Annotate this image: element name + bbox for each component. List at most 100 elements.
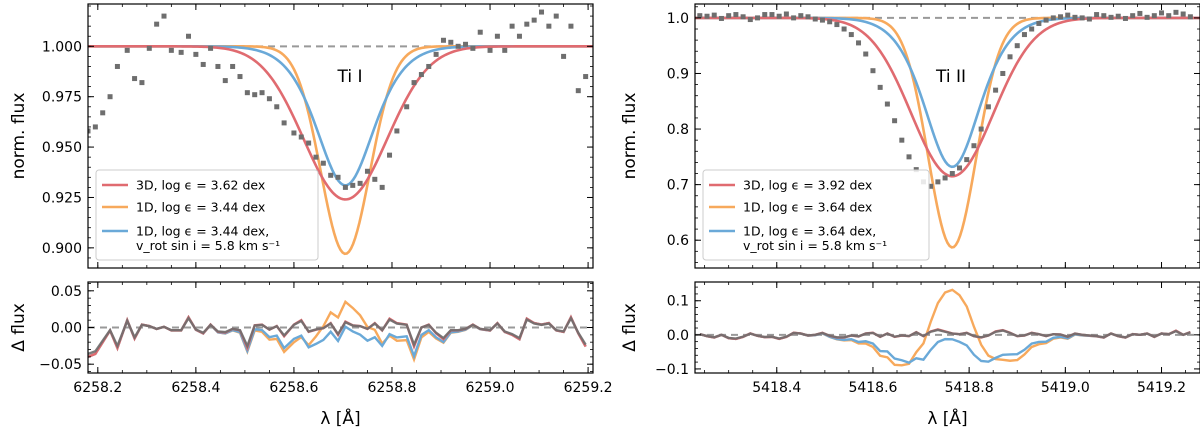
- observed-point: [161, 13, 167, 19]
- x-tick-label: 6258.4: [171, 380, 220, 396]
- legend-label: 3D, log ϵ = 3.92 dex: [743, 178, 872, 193]
- observed-point: [561, 53, 567, 59]
- observed-point: [1122, 15, 1128, 21]
- y-axis-label-bottom: Δ flux: [620, 303, 640, 352]
- observed-point: [1007, 54, 1013, 60]
- x-tick-label: 5418.8: [945, 380, 994, 396]
- y-tick-label: 0.9: [667, 66, 689, 82]
- observed-point: [718, 15, 724, 21]
- observed-point: [463, 41, 469, 47]
- observed-point: [1094, 12, 1100, 18]
- y-tick-label: −0.1: [655, 362, 689, 378]
- observed-point: [222, 78, 228, 84]
- observed-point: [372, 176, 378, 182]
- observed-point: [1050, 15, 1056, 21]
- observed-point: [747, 17, 753, 23]
- legend-label: 1D, log ϵ = 3.64 dex,: [743, 224, 876, 239]
- x-tick-label: 6258.8: [367, 380, 416, 396]
- y-tick-label: 0.950: [42, 140, 82, 156]
- legend-label-sub: v_rot sin i = 5.8 km s⁻¹: [136, 238, 280, 253]
- observed-point: [1072, 14, 1078, 20]
- observed-point: [877, 84, 883, 90]
- observed-point: [740, 14, 746, 20]
- observed-point: [819, 17, 825, 23]
- y-tick-label: 1.000: [42, 39, 82, 55]
- observed-point: [1079, 15, 1085, 21]
- plot-area-bottom: [88, 299, 593, 364]
- observed-point: [993, 87, 999, 93]
- observed-point: [827, 19, 833, 25]
- legend-frame: [95, 169, 319, 261]
- observed-point: [244, 90, 250, 96]
- axes-frame-top: [694, 3, 1200, 269]
- plot-area-bottom: [695, 288, 1200, 367]
- observed-point: [697, 13, 703, 19]
- observed-point: [168, 47, 174, 53]
- observed-point: [1036, 20, 1042, 26]
- line-annotation: Ti II: [935, 67, 966, 87]
- observed-point: [892, 118, 898, 124]
- legend-label: 3D, log ϵ = 3.62 dex: [136, 178, 265, 193]
- observed-point: [252, 92, 258, 98]
- observed-point: [154, 21, 160, 27]
- y-tick-label: 0.0: [667, 328, 689, 344]
- observed-point: [139, 80, 145, 86]
- observed-point: [899, 137, 905, 143]
- observed-point: [1086, 16, 1092, 22]
- observed-point: [791, 15, 797, 21]
- legend: 3D, log ϵ = 3.92 dex 1D, log ϵ = 3.64 dex…: [702, 169, 930, 261]
- x-tick-label: 6258.6: [269, 380, 318, 396]
- y-tick-label: 0.6: [667, 233, 689, 249]
- observed-point: [455, 43, 461, 49]
- x-tick-label: 5418.6: [848, 380, 897, 396]
- observed-point: [1130, 13, 1136, 19]
- chart-panel-left: 6258.2 6258.4 6258.6 6258.8 6259.0 6259.2 0.90…: [9, 3, 613, 429]
- plot-area-top: [88, 9, 593, 256]
- observed-point: [100, 110, 106, 116]
- y-tick-label: 0.925: [42, 190, 82, 206]
- y-axis-label-top: norm. flux: [620, 93, 640, 180]
- observed-point: [487, 47, 493, 53]
- observed-point: [92, 124, 98, 130]
- observed-point: [411, 80, 417, 86]
- x-tick-label: 5418.4: [752, 380, 801, 396]
- observed-point: [546, 23, 552, 29]
- observed-point: [426, 63, 432, 69]
- x-tick-label: 6258.2: [73, 380, 122, 396]
- residual-line-observed: [88, 315, 587, 356]
- observed-point: [328, 172, 334, 178]
- observed-point: [1151, 13, 1157, 19]
- observed-point: [502, 47, 508, 53]
- observed-point: [863, 51, 869, 57]
- y-tick-label: −0.05: [39, 357, 82, 373]
- y-tick-label: 0.900: [42, 241, 82, 257]
- observed-point: [834, 22, 840, 28]
- observed-point: [350, 182, 356, 188]
- legend-label: 1D, log ϵ = 3.64 dex: [743, 200, 872, 215]
- observed-point: [906, 154, 912, 160]
- observed-point: [357, 180, 363, 186]
- observed-point: [1043, 17, 1049, 23]
- observed-point: [107, 94, 113, 100]
- observed-point: [884, 101, 890, 107]
- observed-point: [178, 49, 184, 55]
- observed-point: [568, 23, 574, 29]
- observed-point: [335, 174, 341, 180]
- observed-point: [1000, 70, 1006, 76]
- observed-point: [193, 51, 199, 57]
- residual-line-1D: [699, 288, 1191, 367]
- observed-point: [1180, 11, 1186, 17]
- observed-point: [711, 12, 717, 18]
- x-axis-label: λ [Å]: [927, 407, 967, 429]
- observed-point: [985, 104, 991, 110]
- observed-point: [281, 120, 287, 126]
- observed-point: [114, 63, 120, 69]
- x-tick-label: 5419.2: [1137, 380, 1186, 396]
- x-axis-label: λ [Å]: [320, 407, 360, 429]
- x-tick-label: 6259.2: [564, 380, 613, 396]
- observed-point: [733, 12, 739, 18]
- observed-point: [448, 39, 454, 45]
- observed-point: [313, 154, 319, 160]
- observed-point: [274, 104, 280, 110]
